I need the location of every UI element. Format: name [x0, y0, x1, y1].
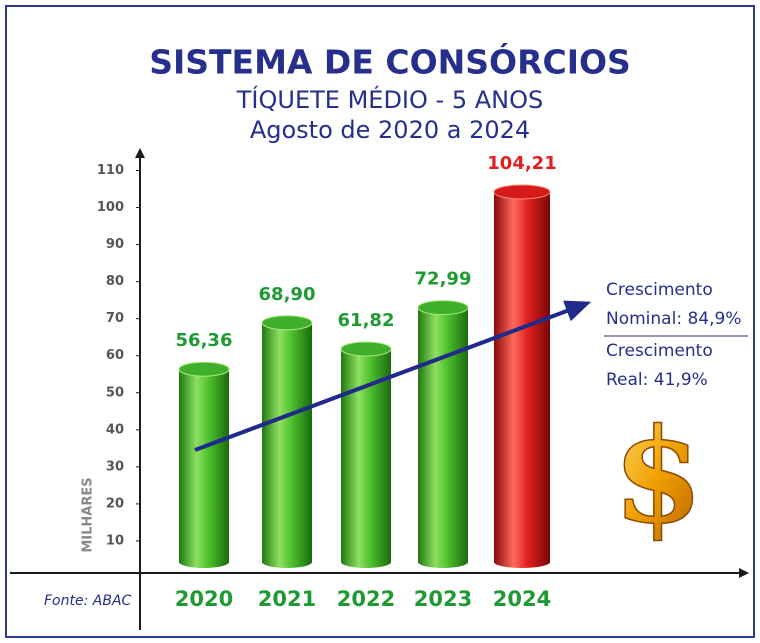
- y-tick-label: 40: [106, 422, 124, 437]
- y-tick-label: 10: [106, 533, 124, 548]
- x-tick-label: 2023: [414, 587, 472, 611]
- y-tick-label: 100: [97, 200, 124, 215]
- chart-title: SISTEMA DE CONSÓRCIOS: [149, 42, 631, 82]
- bar: [179, 369, 229, 562]
- value-label: 104,21: [487, 153, 556, 174]
- y-tick-label: 60: [106, 348, 124, 363]
- chart-subtitle: Agosto de 2020 a 2024: [250, 116, 530, 144]
- annotation: Crescimento: [606, 341, 713, 361]
- bar-cap: [493, 184, 551, 200]
- x-tick-label: 2020: [175, 587, 233, 611]
- y-tick-label: 80: [106, 274, 124, 289]
- bar: [262, 322, 312, 562]
- bar-cap: [178, 361, 230, 377]
- bar-base: [341, 556, 391, 568]
- bar-base: [262, 556, 312, 568]
- bar-cap: [417, 300, 469, 316]
- bar: [494, 191, 550, 562]
- bar-cap: [261, 315, 313, 331]
- x-tick-label: 2024: [493, 587, 551, 611]
- annotation: Crescimento: [606, 280, 713, 300]
- frame: [5, 5, 755, 638]
- dollar-icon: $: [613, 400, 703, 553]
- bar: [418, 307, 468, 562]
- value-label: 56,36: [176, 330, 233, 351]
- value-label: 72,99: [415, 269, 472, 290]
- y-tick-label: 70: [106, 311, 124, 326]
- annotation: Nominal: 84,9%: [606, 309, 741, 329]
- value-label: 68,90: [259, 284, 316, 305]
- value-label: 61,82: [338, 310, 395, 331]
- y-tick-label: 110: [97, 163, 124, 178]
- bar-base: [179, 556, 229, 568]
- chart-subtitle: TÍQUETE MÉDIO - 5 ANOS: [236, 85, 543, 114]
- y-tick-label: 30: [106, 459, 124, 474]
- bar-cap: [340, 341, 392, 357]
- trend-arrow: [194, 300, 592, 452]
- source: Fonte: ABAC: [44, 593, 132, 609]
- y-tick-label: 50: [106, 385, 124, 400]
- bar-base: [418, 556, 468, 568]
- x-tick-label: 2021: [258, 587, 316, 611]
- bar-base: [494, 556, 550, 568]
- annotation: Real: 41,9%: [606, 370, 708, 390]
- y-tick-label: 20: [106, 496, 124, 511]
- x-tick-label: 2022: [337, 587, 395, 611]
- y-tick-label: 90: [106, 237, 124, 252]
- y-axis-label: MILHARES: [81, 477, 96, 552]
